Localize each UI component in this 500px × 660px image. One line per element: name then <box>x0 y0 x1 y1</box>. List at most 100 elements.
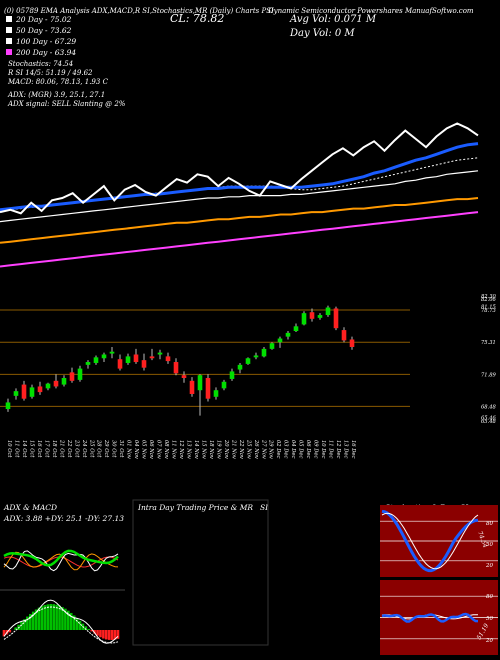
stat-adx-signal: ADX signal: SELL Slanting @ 2% <box>7 100 126 108</box>
candle-body <box>309 312 315 319</box>
candle-body <box>269 343 275 349</box>
macd-histogram <box>2 599 120 644</box>
candle-body <box>277 338 283 343</box>
price-axis-label: 65.46 <box>481 415 497 421</box>
candle-body <box>141 360 147 368</box>
date-label: 31 Oct <box>118 440 124 458</box>
candle-body <box>349 339 355 347</box>
candle-body <box>253 355 259 358</box>
candle-body <box>285 332 291 337</box>
candle-body <box>213 390 219 397</box>
candle-body <box>85 362 91 365</box>
macd-bar <box>102 630 105 639</box>
candle-body <box>149 356 155 359</box>
macd-signal-line <box>3 606 119 644</box>
candle-body <box>61 378 67 385</box>
macd-bar <box>49 604 53 630</box>
macd-bar <box>96 630 99 636</box>
date-label: 11 Dec <box>328 440 334 458</box>
date-label: 18 Nov <box>208 440 214 459</box>
candle-body <box>53 380 59 387</box>
macd-bar <box>20 622 23 630</box>
date-label: 26 Nov <box>253 439 259 459</box>
stat-rsi: R SI 14/5: 51.19 / 49.62 <box>7 69 93 77</box>
date-label: 13 Dec <box>343 440 349 458</box>
candle-body <box>325 307 331 316</box>
candle-body <box>29 387 35 397</box>
macd-bar <box>46 604 50 630</box>
date-label: 28 Oct <box>96 439 102 458</box>
date-label: 15 Nov <box>200 440 206 459</box>
intraday-title: Intra Day Trading Price & MR <box>137 503 253 512</box>
date-label: 05 Nov <box>141 440 147 459</box>
stoch-level-80: 80 <box>486 521 493 527</box>
date-label: 15 Oct <box>28 440 34 458</box>
adx-macd-panel: ADX & MACD ADX: 3.88 +DY: 25.1 -DY: 27.1… <box>0 503 125 644</box>
macd-bar <box>75 618 79 630</box>
price-axis-label: 81.15 <box>481 305 496 311</box>
candlestick-chart <box>0 305 410 416</box>
date-label: 21 Oct <box>58 439 64 458</box>
date-label: 29 Oct <box>103 439 109 458</box>
macd-bar <box>23 619 26 630</box>
date-label: 10 Dec <box>320 440 326 458</box>
macd-bar <box>99 630 102 638</box>
macd-bar <box>2 630 6 637</box>
date-label: 13 Nov <box>185 440 191 459</box>
candle-body <box>205 378 211 399</box>
adx-line <box>3 550 119 572</box>
stoch-level-20: 20 <box>485 563 493 569</box>
candle-body <box>165 356 171 362</box>
macd-bar <box>84 626 88 630</box>
date-label: 01 Nov <box>126 440 132 459</box>
macd-bar <box>26 616 29 630</box>
date-label: 12 Nov <box>178 440 184 459</box>
candle-body <box>221 381 227 389</box>
candle-body <box>341 330 347 341</box>
close-label: CL: 78.82 <box>170 12 224 25</box>
price-axis-label: 82.06 <box>481 297 497 303</box>
date-label: 04 Nov <box>133 440 139 459</box>
date-label: 21 Nov <box>230 439 236 459</box>
date-label: 25 Oct <box>88 439 94 458</box>
macd-bar <box>107 630 111 640</box>
date-label: 29 Nov <box>268 439 274 459</box>
date-label: 16 Dec <box>350 440 356 458</box>
macd-bar <box>31 611 35 630</box>
macd-bar <box>34 609 38 630</box>
macd-bar <box>52 604 55 630</box>
macd-line <box>3 599 119 644</box>
price-axis-label: 71.89 <box>481 372 497 378</box>
candle-body <box>245 358 251 364</box>
date-label: 17 Oct <box>43 440 49 458</box>
adx-lines <box>3 549 119 572</box>
macd-bar <box>8 630 12 633</box>
candle-body <box>101 354 107 359</box>
adx-values: ADX: 3.88 +DY: 25.1 -DY: 27.13 <box>3 514 124 523</box>
date-label: 05 Dec <box>298 440 304 458</box>
ema-series-200-day <box>0 197 479 244</box>
macd-bar <box>29 613 32 630</box>
candle-body <box>77 368 83 380</box>
stoch-k-line <box>381 509 479 573</box>
candle-body <box>37 386 43 393</box>
candle-body <box>173 362 179 374</box>
candle-body <box>333 308 339 329</box>
macd-bar <box>90 630 93 632</box>
candle-body <box>301 313 307 325</box>
date-label: 14 Nov <box>193 440 199 459</box>
rsi-level-80: 80 <box>486 594 493 600</box>
candle-body <box>293 326 299 332</box>
date-label: 03 Dec <box>283 440 289 458</box>
intraday-panel: Intra Day Trading Price & MR SI <box>132 499 269 646</box>
macd-bar <box>40 606 44 630</box>
date-label: 04 Dec <box>290 440 296 458</box>
date-label: 22 Nov <box>238 439 244 459</box>
candle-body <box>189 380 195 394</box>
intraday-si-label: SI <box>260 503 269 512</box>
macd-bar <box>93 630 96 634</box>
legend-swatch-100 <box>6 38 12 44</box>
legend-50-day: 50 Day - 73.62 <box>16 26 72 35</box>
